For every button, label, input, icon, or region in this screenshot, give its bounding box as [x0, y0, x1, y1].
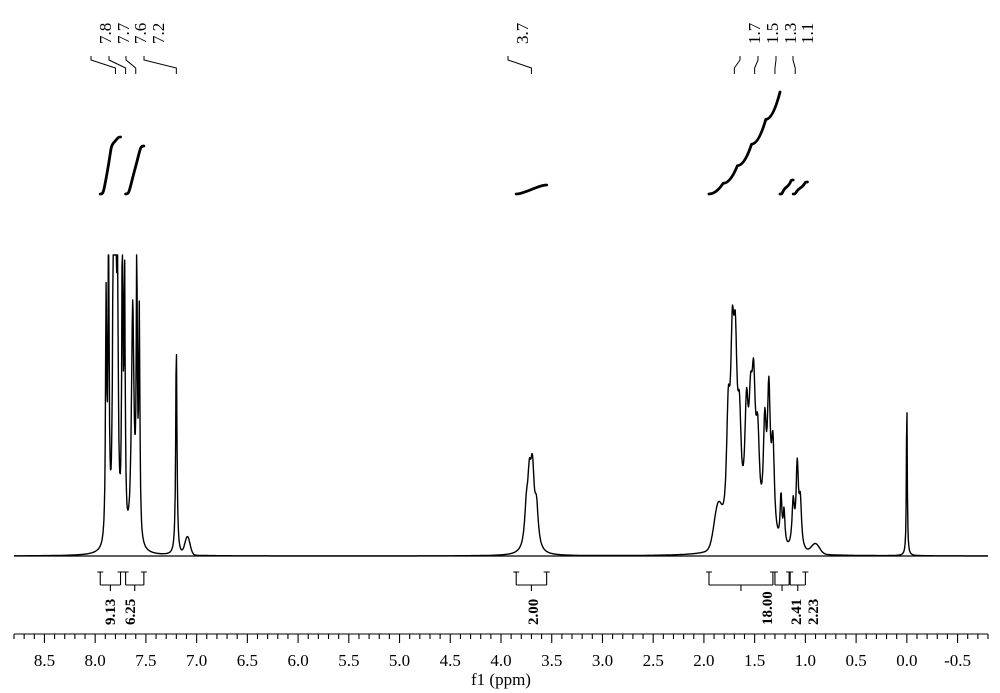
peak-label-7.2: 7.2: [150, 23, 167, 44]
integral-curve: [709, 92, 780, 194]
xtick-1.5: 1.5: [744, 651, 765, 671]
integral-int-b: 6.25: [124, 599, 139, 625]
peak-label-7.7: 7.7: [115, 23, 132, 44]
peak-label-3.7: 3.7: [514, 23, 531, 44]
xtick-2.5: 2.5: [643, 651, 664, 671]
xtick-7.0: 7.0: [186, 651, 207, 671]
spectrum-trace: [14, 255, 988, 556]
xtick-5.5: 5.5: [338, 651, 359, 671]
integral-int-e: 2.41: [790, 599, 805, 625]
integral-int-a: 9.13: [104, 599, 119, 625]
integral-curve: [780, 180, 793, 194]
nmr-spectrum-figure: 8.5 8.0 7.5 7.0 6.5 6.0 5.5 5.0 4.5 4.0 3.5 3.0 2.5 2…: [0, 0, 1000, 693]
spectrum-svg: [0, 0, 1000, 693]
xtick-4.0: 4.0: [490, 651, 511, 671]
peak-label-1.1: 1.1: [799, 23, 816, 44]
xtick-0.0: 0.0: [896, 651, 917, 671]
xtick--0.5: -0.5: [944, 651, 971, 671]
xtick-4.5: 4.5: [440, 651, 461, 671]
xtick-1.0: 1.0: [795, 651, 816, 671]
xtick-6.5: 6.5: [237, 651, 258, 671]
integral-curve: [516, 185, 546, 194]
peak-label-1.5: 1.5: [764, 23, 781, 44]
xtick-6.0: 6.0: [287, 651, 308, 671]
xtick-3.0: 3.0: [592, 651, 613, 671]
integral-curve: [126, 146, 144, 194]
xtick-5.0: 5.0: [389, 651, 410, 671]
xtick-3.5: 3.5: [541, 651, 562, 671]
x-axis-label: f1 (ppm): [471, 670, 531, 690]
peak-label-7.6: 7.6: [132, 23, 149, 44]
xtick-0.5: 0.5: [845, 651, 866, 671]
integral-int-f: 2.23: [807, 599, 822, 625]
peak-label-7.8: 7.8: [97, 23, 114, 44]
peak-label-1.7: 1.7: [746, 23, 763, 44]
xtick-8.5: 8.5: [34, 651, 55, 671]
xtick-7.5: 7.5: [135, 651, 156, 671]
integral-int-d: 18.00: [761, 591, 776, 625]
peak-label-1.3: 1.3: [782, 23, 799, 44]
integral-int-c: 2.00: [527, 599, 542, 625]
integral-curve: [100, 137, 120, 194]
xtick-8.0: 8.0: [85, 651, 106, 671]
integral-curve: [793, 182, 807, 194]
xtick-2.0: 2.0: [693, 651, 714, 671]
